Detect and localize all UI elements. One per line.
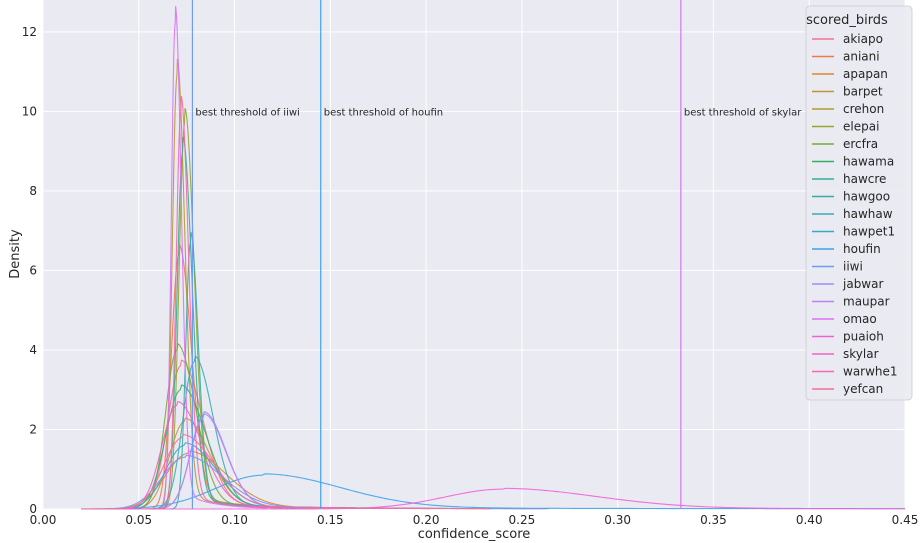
legend-label-hawhaw: hawhaw — [843, 207, 893, 221]
legend-label-warwhe1: warwhe1 — [843, 365, 898, 379]
legend-label-crehon: crehon — [843, 102, 884, 116]
y-tick-label: 10 — [22, 104, 37, 118]
threshold-annotation: best threshold of skylar — [684, 107, 802, 118]
x-axis-label: confidence_score — [418, 527, 531, 542]
legend-label-aniani: aniani — [843, 50, 880, 64]
x-axis-ticks: 0.00 0.05 0.10 0.15 0.20 0.25 0.30 0.35 0.40 0.45 — [30, 513, 919, 527]
threshold-annotation: best threshold of iiwi — [195, 107, 299, 118]
y-tick-label: 6 — [29, 263, 37, 277]
density-curve-warwhe1 — [142, 95, 287, 510]
legend-label-maupar: maupar — [843, 295, 890, 309]
y-tick-label: 2 — [29, 422, 37, 436]
x-tick-label: 0.00 — [30, 513, 57, 527]
legend-label-jabwar: jabwar — [842, 277, 883, 291]
legend-label-hawcre: hawcre — [843, 172, 886, 186]
legend-label-apapan: apapan — [843, 67, 888, 81]
density-curves — [81, 6, 906, 510]
legend-label-elepai: elepai — [843, 120, 879, 134]
density-curve-puaioh — [81, 487, 906, 510]
legend-title: scored_birds — [806, 13, 888, 28]
y-axis-ticks: 0 2 4 6 8 10 12 — [22, 25, 37, 516]
density-curve-omao — [144, 6, 268, 510]
threshold-annotation: best threshold of houfin — [324, 107, 443, 118]
legend-label-yefcan: yefcan — [843, 382, 883, 396]
threshold-lines: best threshold of iiwi best threshold of … — [191, 0, 802, 509]
x-tick-label: 0.40 — [796, 513, 823, 527]
legend-label-ercfra: ercfra — [843, 137, 878, 151]
x-tick-label: 0.15 — [317, 513, 344, 527]
legend-label-puaioh: puaioh — [843, 330, 884, 344]
legend: scored_birds akiapo aniani apapan barpet cre… — [805, 5, 913, 401]
x-tick-label: 0.10 — [221, 513, 248, 527]
density-curve-yefcan — [81, 433, 490, 510]
y-tick-label: 4 — [29, 343, 37, 357]
legend-label-hawpet1: hawpet1 — [843, 225, 895, 239]
x-tick-label: 0.35 — [700, 513, 727, 527]
legend-label-akiapo: akiapo — [843, 32, 883, 46]
legend-label-omao: omao — [843, 312, 877, 326]
legend-label-houfin: houfin — [843, 242, 881, 256]
y-axis-label: Density — [8, 229, 23, 279]
y-tick-label: 12 — [22, 25, 37, 39]
x-tick-label: 0.45 — [892, 513, 919, 527]
y-tick-label: 8 — [29, 184, 37, 198]
x-tick-label: 0.30 — [604, 513, 631, 527]
y-tick-label: 0 — [29, 502, 37, 516]
x-tick-label: 0.25 — [509, 513, 536, 527]
legend-label-hawgoo: hawgoo — [843, 190, 890, 204]
legend-label-barpet: barpet — [843, 85, 883, 99]
legend-label-iiwi: iiwi — [843, 260, 863, 274]
legend-label-skylar: skylar — [843, 347, 879, 361]
x-tick-label: 0.20 — [413, 513, 440, 527]
legend-label-hawama: hawama — [843, 155, 894, 169]
x-tick-label: 0.05 — [125, 513, 152, 527]
